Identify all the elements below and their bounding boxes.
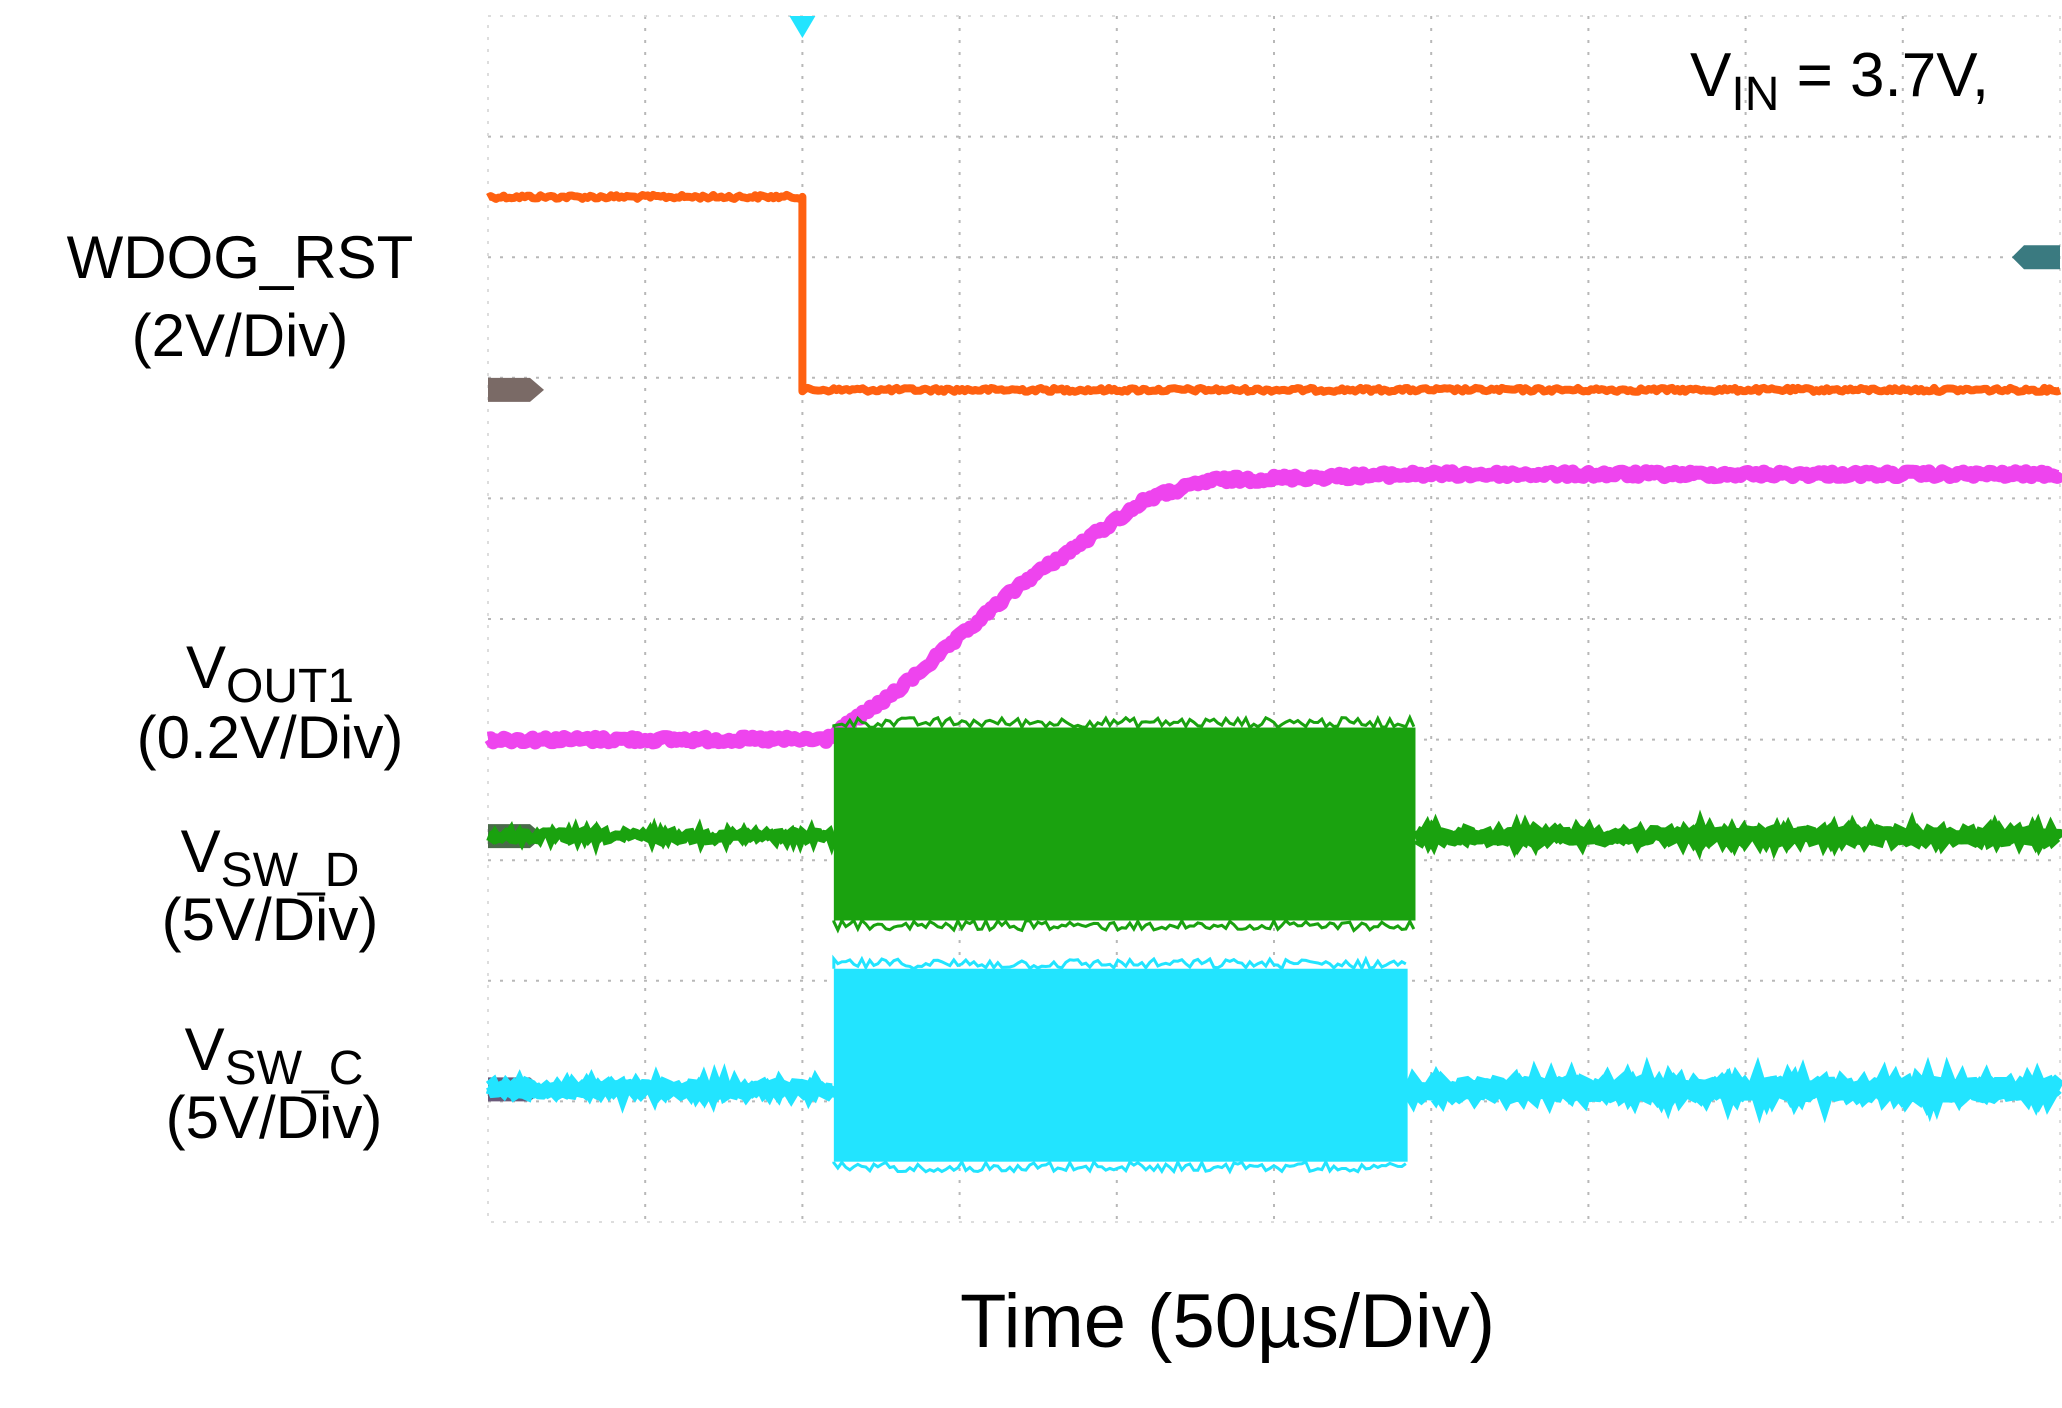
vswc-trace-baseline-pre [485, 1063, 841, 1114]
vswc-trace-baseline-post [1401, 1056, 2062, 1124]
vin-annotation: VIN = 3.7V, [1690, 41, 1990, 121]
wdog-label: WDOG_RST (2V/Div) [40, 228, 440, 366]
vswd-trace-burst-bottom [832, 917, 1416, 934]
vswd-scale: (5V/Div) [161, 886, 379, 953]
vswc-trace-burst-bottom [832, 1158, 1407, 1175]
trigger-marker [789, 16, 816, 38]
vswd-trace [486, 713, 2062, 934]
wdog-scale: (2V/Div) [131, 302, 349, 369]
grid-frame [487, 15, 2061, 1223]
vswc-trace-burst-top [832, 954, 1407, 972]
vout1-trace [483, 464, 2062, 750]
vswd-label: VSW_D (5V/Div) [100, 822, 440, 950]
traces [483, 190, 2062, 1175]
vswc-label: VSW_C (5V/Div) [104, 1020, 444, 1148]
vswd-trace-baseline-pre [486, 817, 839, 857]
trigger-level-marker [2012, 245, 2060, 270]
vout1-scale: (0.2V/Div) [136, 704, 404, 771]
vswd-trace-burst [833, 727, 1416, 921]
vswc-scale: (5V/Div) [165, 1084, 383, 1151]
vout1-label: VOUT1 (0.2V/Div) [100, 638, 440, 768]
vswc-trace-burst [833, 968, 1408, 1162]
vswd-name: VSW_D [180, 818, 360, 897]
wdog-ground-marker [488, 377, 544, 402]
wdog-name: WDOG_RST [66, 224, 414, 291]
x-axis-label: Time (50µs/Div) [960, 1279, 1496, 1364]
vswd-trace-burst-top [832, 713, 1416, 731]
vout1-name: VOUT1 [185, 634, 355, 713]
wdog-trace [486, 190, 2062, 396]
vswc-name: VSW_C [184, 1016, 364, 1095]
vswd-trace-baseline-post [1412, 809, 2062, 861]
vswc-trace [485, 954, 2062, 1175]
